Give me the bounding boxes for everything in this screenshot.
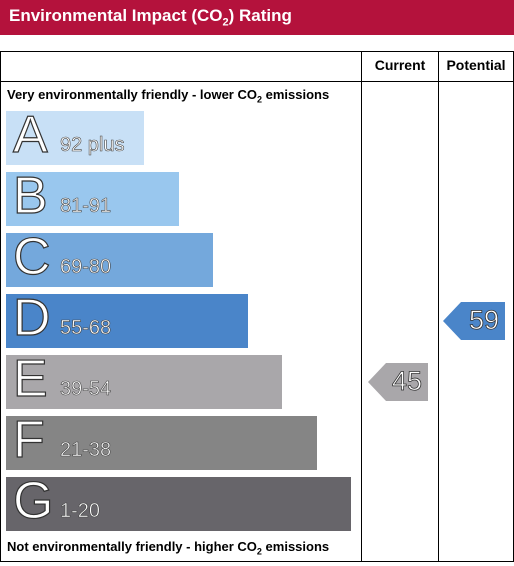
potential-rating-value: 59 <box>468 305 500 336</box>
band-c: C 69-80 <box>6 227 213 287</box>
band-range: 55-68 <box>60 317 112 340</box>
band-range: 21-38 <box>60 439 112 462</box>
band-g: G 1-20 <box>6 471 351 531</box>
header-divider <box>0 81 514 82</box>
potential-column-header: Potential <box>446 57 506 73</box>
band-letter: A <box>12 105 48 164</box>
bottom-note: Not environmentally friendly - higher CO… <box>7 539 330 557</box>
band-d: D 55-68 <box>6 288 248 348</box>
band-letter: B <box>12 166 48 225</box>
band-f: F 21-38 <box>6 410 317 470</box>
band-e: E 39-54 <box>6 349 282 409</box>
top-note: Very environmentally friendly - lower CO… <box>7 87 330 105</box>
column-divider <box>438 51 439 562</box>
band-letter: C <box>12 227 51 286</box>
band-letter: F <box>12 410 45 469</box>
band-range: 39-54 <box>60 378 112 401</box>
band-range: 92 plus <box>60 134 125 157</box>
band-letter: G <box>12 471 54 530</box>
band-range: 81-91 <box>60 195 112 218</box>
band-letter: E <box>12 349 48 408</box>
potential-rating-indicator: 59 <box>443 302 505 340</box>
band-range: 1-20 <box>60 500 101 523</box>
header-bar: Environmental Impact (CO2) Rating <box>0 0 514 35</box>
band-letter: D <box>12 288 51 347</box>
current-rating-value: 45 <box>391 366 423 397</box>
band-range: 69-80 <box>60 256 112 279</box>
band-b: B 81-91 <box>6 166 179 226</box>
current-column-header: Current <box>374 57 426 73</box>
band-a: A 92 plus <box>6 105 144 165</box>
potential-arrow-shape <box>443 302 505 340</box>
current-arrow-shape <box>368 363 428 401</box>
column-divider <box>361 51 362 562</box>
current-rating-indicator: 45 <box>368 363 428 401</box>
chart-title: Environmental Impact (CO2) Rating <box>9 6 292 29</box>
